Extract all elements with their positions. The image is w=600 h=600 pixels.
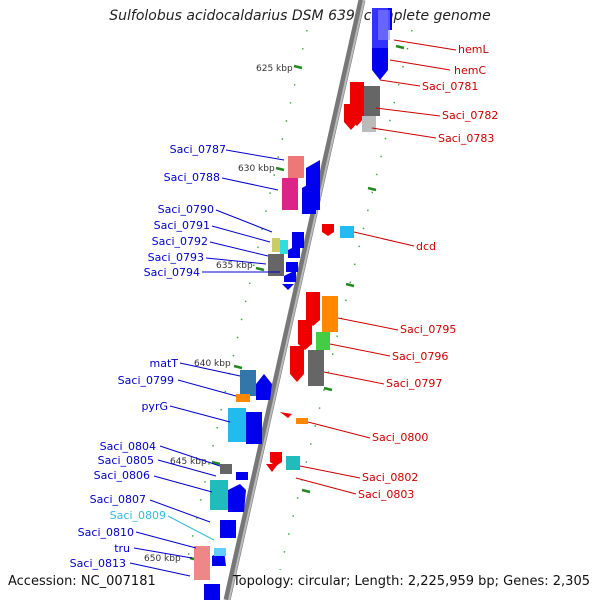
label-saci-0803[interactable]: Saci_0803 (358, 488, 414, 501)
gene-saci-0802b[interactable] (266, 464, 278, 472)
box-saci-0795 (322, 296, 338, 332)
box-saci-0792b (280, 240, 288, 254)
kbp-label-630: 630 kbp (238, 164, 275, 174)
gene-saci-0788-fwd[interactable] (302, 180, 316, 214)
label-saci-0787[interactable]: Saci_0787 (170, 143, 226, 156)
label-saci-0792[interactable]: Saci_0792 (152, 235, 208, 248)
box-hemL-light (378, 10, 390, 40)
gene-saci-0782[interactable] (344, 104, 358, 130)
label-saci-0796[interactable]: Saci_0796 (392, 350, 448, 363)
map-title: Sulfolobus acidocaldarius DSM 639, compl… (109, 8, 491, 24)
box-saci-0802 (286, 456, 300, 470)
gene-saci-0802[interactable] (270, 452, 282, 466)
box-saci-0782 (362, 116, 376, 132)
gene-saci-0813[interactable] (204, 584, 220, 600)
category-boxes (194, 8, 390, 580)
label-matT[interactable]: matT (150, 357, 179, 370)
kbp-label-640: 640 kbp (194, 359, 231, 369)
highlight-leader (167, 515, 215, 541)
label-saci-0804[interactable]: Saci_0804 (100, 440, 156, 453)
gene-saci-0794[interactable] (282, 284, 294, 290)
label-saci-0795[interactable]: Saci_0795 (400, 323, 456, 336)
label-saci-0783[interactable]: Saci_0783 (438, 132, 494, 145)
label-dcd[interactable]: dcd (416, 240, 436, 253)
genome-summary: Topology: circular; Length: 2,225,959 bp… (232, 574, 590, 589)
label-hemL[interactable]: hemL (458, 43, 489, 56)
label-tru[interactable]: tru (114, 542, 130, 555)
box-saci-0799 (236, 394, 250, 402)
left-gene-labels: Saci_0787 Saci_0788 Saci_0790 Saci_0791 … (70, 143, 226, 570)
right-leaders (295, 39, 457, 495)
label-saci-0802[interactable]: Saci_0802 (362, 471, 418, 484)
gene-saci-0790[interactable] (292, 232, 304, 248)
gene-saci-0797[interactable] (290, 346, 304, 382)
box-saci-0792 (272, 238, 280, 252)
accession-label: Accession: NC_007181 (8, 574, 156, 589)
genome-backbone-highlight (228, 0, 365, 600)
label-saci-0813[interactable]: Saci_0813 (70, 557, 126, 570)
box-saci-0788 (282, 178, 298, 210)
label-saci-0793[interactable]: Saci_0793 (148, 251, 204, 264)
box-saci-0804 (220, 464, 232, 474)
box-saci-0797 (308, 350, 324, 386)
label-saci-0799[interactable]: Saci_0799 (118, 374, 174, 387)
box-saci-0813b (214, 548, 226, 556)
label-saci-0809[interactable]: Saci_0809 (110, 509, 166, 522)
box-matT (240, 370, 256, 396)
right-gene-labels: hemL hemC Saci_0781 Saci_0782 Saci_0783 … (358, 43, 498, 501)
label-pyrG[interactable]: pyrG (141, 400, 168, 413)
box-saci-0787 (288, 156, 304, 178)
label-saci-0790[interactable]: Saci_0790 (158, 203, 214, 216)
kbp-label-645: 645 kbp (170, 457, 207, 467)
gene-pyrG[interactable] (246, 412, 262, 444)
gene-saci-0795[interactable] (306, 292, 320, 326)
gene-saci-0792[interactable] (286, 262, 298, 272)
gene-saci-0796[interactable] (298, 320, 312, 350)
label-saci-0805[interactable]: Saci_0805 (98, 454, 154, 467)
label-saci-0781[interactable]: Saci_0781 (422, 80, 478, 93)
gene-saci-0805[interactable] (236, 472, 248, 480)
label-saci-0788[interactable]: Saci_0788 (164, 171, 220, 184)
label-saci-0791[interactable]: Saci_0791 (154, 219, 210, 232)
label-saci-0807[interactable]: Saci_0807 (90, 493, 146, 506)
gene-saci-0807[interactable] (220, 520, 236, 538)
label-saci-0797[interactable]: Saci_0797 (386, 377, 442, 390)
genome-backbone (223, 0, 366, 600)
gene-saci-0800[interactable] (280, 412, 292, 418)
box-saci-0796 (316, 332, 330, 350)
gene-saci-0791[interactable] (288, 244, 300, 258)
label-saci-0782[interactable]: Saci_0782 (442, 109, 498, 122)
kbp-label-625: 625 kbp (256, 64, 293, 74)
box-saci-0800 (296, 418, 308, 424)
kbp-label-635: 635 kbp (216, 261, 253, 271)
reverse-genes (266, 82, 364, 472)
kbp-label-650: 650 kbp (144, 554, 181, 564)
gene-matT[interactable] (256, 374, 272, 400)
label-saci-0810[interactable]: Saci_0810 (78, 526, 134, 539)
gene-saci-0793[interactable] (284, 270, 296, 282)
label-saci-0800[interactable]: Saci_0800 (372, 431, 428, 444)
box-saci-0793 (268, 254, 284, 276)
forward-genes (204, 8, 392, 600)
label-hemC[interactable]: hemC (454, 64, 486, 77)
box-saci-0781 (364, 86, 380, 116)
box-saci-0813 (194, 546, 210, 580)
box-saci-0806 (210, 480, 228, 510)
box-pyrG (228, 408, 246, 442)
left-leaders (129, 149, 285, 577)
label-saci-0794[interactable]: Saci_0794 (144, 266, 200, 279)
outer-left-track (184, 29, 308, 571)
label-saci-0806[interactable]: Saci_0806 (94, 469, 150, 482)
box-dcd (340, 226, 354, 238)
kbp-ticks (189, 44, 405, 562)
gene-dcd[interactable] (322, 224, 334, 236)
gene-saci-0806[interactable] (228, 484, 246, 512)
